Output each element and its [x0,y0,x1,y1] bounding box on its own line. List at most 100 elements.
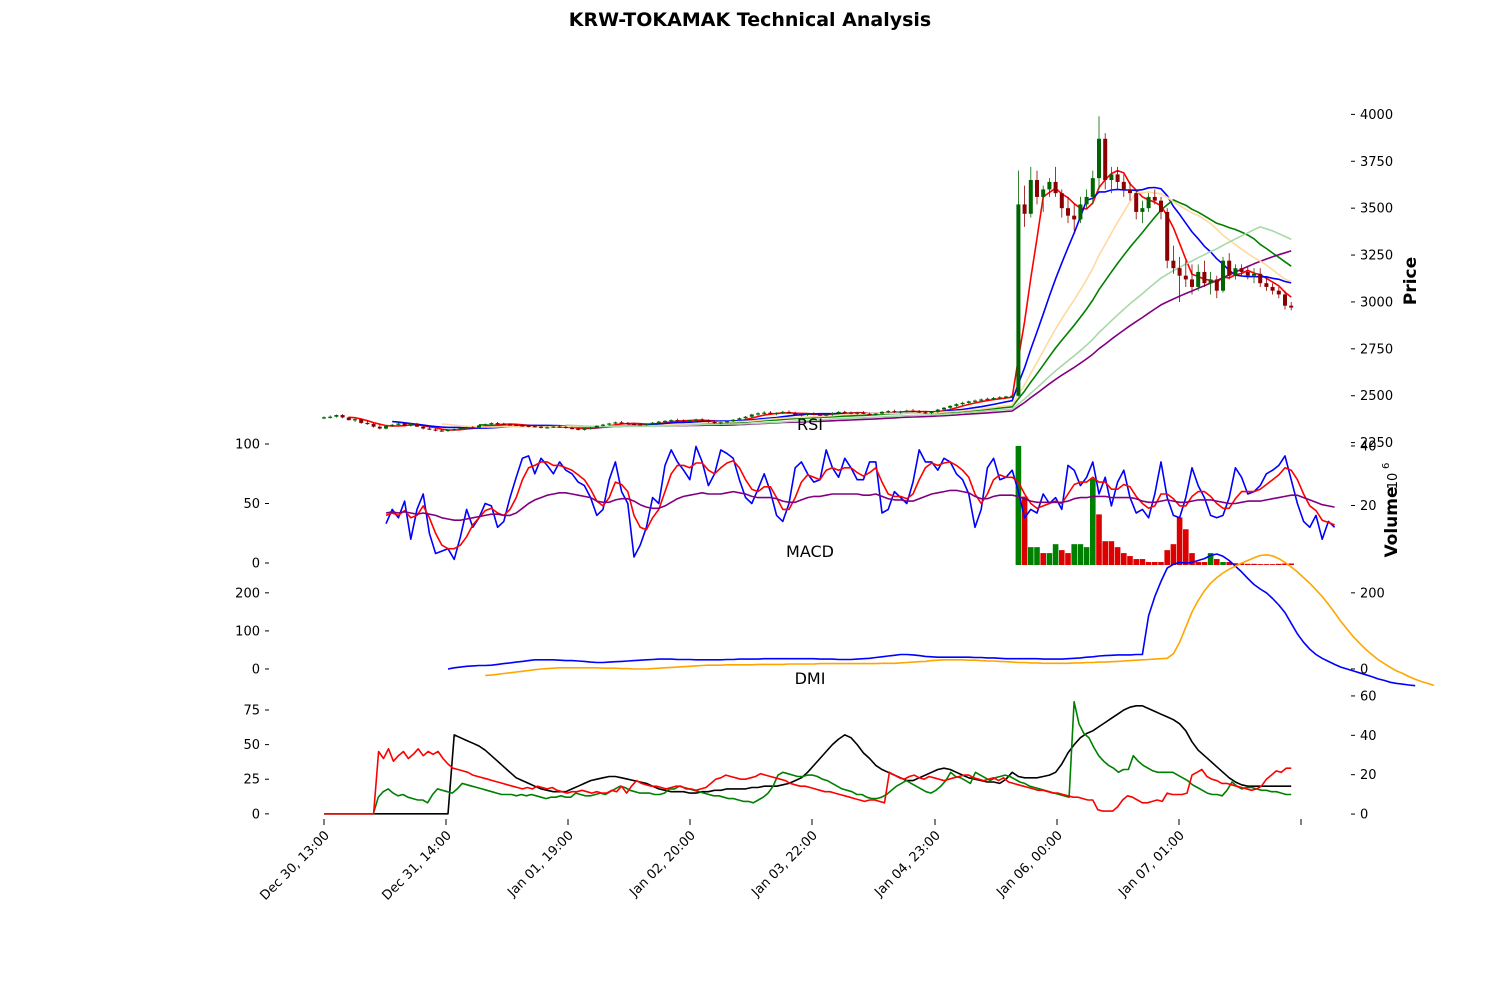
candle-body [632,423,636,426]
moving-average-line [392,186,1292,429]
candle-body [1245,271,1250,276]
volume-bar [1257,564,1263,565]
volume-bar [1238,563,1245,565]
volume-bar [1015,445,1022,565]
volume-bar [1139,559,1146,565]
candle-body [421,426,426,429]
macd-left-axis-tick-label: 200 [235,586,260,601]
candle-body [830,412,835,415]
candle-body [470,427,475,429]
candle-body [526,425,531,427]
candle-body [390,424,395,427]
candle-body [1183,275,1188,280]
candle-body [1214,279,1219,291]
candle-body [861,412,866,414]
volume-bar [1282,563,1288,565]
moving-average-line [441,191,1292,428]
candle-body [917,411,922,413]
candle-body [1152,196,1157,201]
candle-body [334,415,339,417]
candle-body [508,424,512,426]
candle-body [768,412,773,414]
candle-body [836,411,841,414]
volume-bar [1183,529,1189,565]
price-axis-tick-label: 3000 [1360,295,1393,310]
volume-bar [1090,478,1096,565]
candle-body [601,424,605,426]
candle-body [935,409,940,412]
candle-body [477,425,481,428]
candle-body [1289,305,1294,308]
volume-bar [1201,562,1208,565]
candle-body [464,427,469,429]
candle-body [805,413,810,415]
candle-body [911,410,915,412]
volume-bar [1114,547,1121,565]
dmi-left-axis-tick-label: 75 [243,704,260,719]
rsi-axis-tick-label: 100 [235,438,260,453]
dmi-left-axis-tick-label: 25 [243,773,260,788]
candle-body [433,429,438,431]
macd-line [447,553,1416,687]
candle-body [1264,283,1269,287]
volume-bar [1245,563,1251,565]
candle-body [439,430,444,432]
candle-body [787,411,791,414]
rsi-panel-title: RSI [797,415,823,434]
candle-body [1041,189,1046,197]
candle-body [1035,180,1039,197]
candle-body [582,428,587,430]
candle-body [1190,279,1194,287]
volume-scale-label: 10 6 [1381,463,1401,490]
candle-body [929,411,934,414]
x-tick-label: Jan 03, 22:00 [748,828,820,900]
volume-bar [1220,562,1226,565]
candle-body [408,423,413,426]
candle-body [793,412,798,415]
candle-body [1270,286,1275,291]
time-axis: Dec 30, 13:00 Dec 31, 14:00 Jan 01, 19:00 J… [257,819,1302,904]
volume-bar [1214,559,1220,565]
candle-body [1115,174,1120,182]
volume-bar [1226,562,1232,565]
candle-body [371,423,376,427]
candle-body [1208,279,1213,284]
volume-bar [1263,564,1270,565]
candle-body [898,411,903,413]
dmi-line [324,704,1292,815]
candle-body [353,419,357,421]
dmi-panel-title: DMI [795,669,826,688]
candle-body [712,421,717,424]
candle-body [954,404,959,406]
macd-left-axis-tick-label: 100 [235,624,260,639]
price-axis-tick-label: 4000 [1360,108,1393,123]
candle-body [669,420,674,422]
macd-line [485,553,1435,687]
candle-body [811,413,816,415]
candle-body [576,428,581,430]
x-tick-label: Jan 06, 00:00 [993,828,1065,900]
candle-body [483,424,488,426]
candle-body [322,417,326,419]
dmi-right-axis-tick-label: 0 [1360,808,1368,823]
candle-body [1047,181,1052,190]
candle-body [706,420,711,422]
dmi-left-axis-tick-label: 0 [252,807,260,822]
volume-bar [1276,563,1282,565]
candle-body [1134,193,1139,212]
candle-body [607,423,612,425]
candle-body [892,411,897,413]
volume-bar [1158,562,1164,565]
x-tick-label: Dec 30, 13:00 [257,828,332,903]
moving-average-line [348,169,1292,431]
candle-body [1196,271,1201,287]
volume-bar [1102,541,1108,565]
candle-body [749,414,754,417]
candle-body [551,426,556,428]
volume-bar [1133,559,1139,565]
candle-body [328,416,333,418]
candle-body [557,426,562,428]
candle-body [396,423,401,425]
